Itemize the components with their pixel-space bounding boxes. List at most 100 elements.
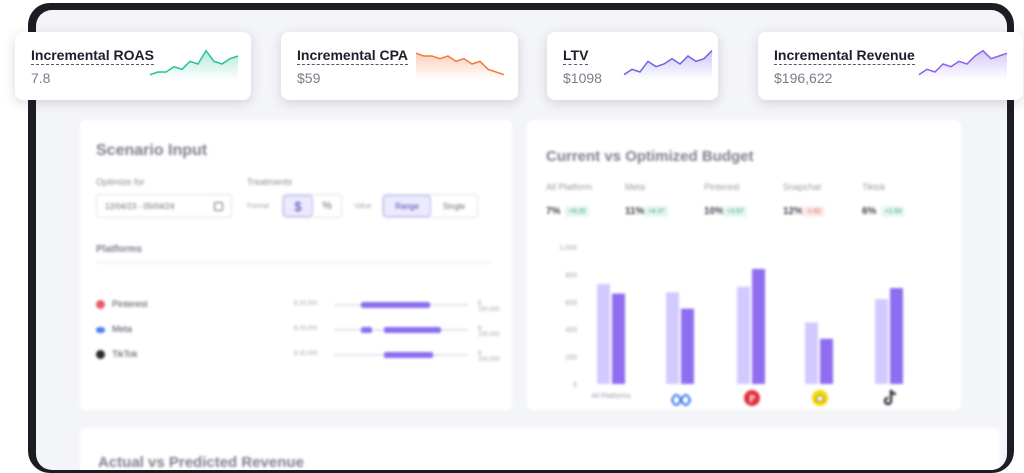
sparkline-line	[149, 49, 239, 76]
stat-value: 11%	[625, 206, 645, 217]
platform-min: $ 25,000	[294, 301, 318, 307]
stat-value: 10%	[704, 206, 725, 217]
value-single-option[interactable]: Single	[442, 201, 466, 211]
pinterest-icon	[96, 300, 105, 309]
bar-tiktok-current[interactable]	[875, 299, 888, 384]
sparkline-area	[624, 50, 712, 80]
platform-max: $ 150,000	[478, 351, 500, 363]
kpi-card-ltv[interactable]: LTV $1098	[547, 32, 718, 100]
x-category-label: All Platforms	[591, 393, 631, 400]
sparkline-area	[919, 50, 1007, 80]
stat-label: Meta	[625, 182, 646, 192]
sparkline-area	[150, 50, 238, 80]
y-tick-label: 800	[565, 272, 577, 279]
sparkline-line	[623, 50, 713, 76]
kpi-label: Incremental CPA	[297, 47, 408, 65]
platform-row-pinterest: Pinterest $ 25,000 $ 150,000	[96, 298, 500, 313]
sparkline-area	[416, 53, 504, 80]
slider-fill[interactable]	[360, 302, 431, 308]
budget-panel: Current vs Optimized Budget All Platform…	[527, 120, 961, 410]
stat-value: 7%	[546, 206, 561, 217]
cpa-sparkline	[415, 52, 505, 80]
bar-all-platforms-current[interactable]	[597, 283, 610, 384]
stat-delta-badge: +4.37	[644, 206, 669, 217]
date-range-value: 12/04/23 - 05/04/24	[105, 202, 175, 211]
kpi-value: $1098	[563, 70, 602, 86]
budget-range-slider[interactable]	[334, 352, 468, 358]
ltv-sparkline	[623, 50, 713, 80]
bar-pinterest-optimized[interactable]	[752, 268, 765, 384]
revenue-panel-title: Actual vs Predicted Revenue	[98, 454, 304, 470]
format-label: Format	[247, 203, 270, 210]
format-toggle[interactable]: $ %	[282, 194, 342, 218]
sparkline-line	[415, 52, 505, 76]
platform-max: $ 150,000	[478, 326, 500, 338]
platform-name: TikTok	[112, 349, 138, 359]
slider-fill[interactable]	[383, 327, 442, 333]
y-tick-label: 1,000	[559, 245, 577, 252]
stat-label: All Platform	[546, 182, 593, 192]
treatments-label: Treatments	[247, 177, 293, 187]
bar-snapchat-optimized[interactable]	[820, 338, 833, 384]
stat-delta-badge: +2.93	[881, 206, 906, 217]
stat-delta-badge: -1.62	[802, 206, 825, 217]
platform-row-tiktok: TikTok $ 25,000 $ 150,000	[96, 348, 500, 363]
format-percent-option[interactable]: %	[322, 200, 332, 212]
kpi-label: LTV	[563, 47, 589, 65]
calendar-icon[interactable]	[214, 202, 223, 211]
date-range-input[interactable]: 12/04/23 - 05/04/24	[96, 194, 232, 218]
y-tick-label: 400	[565, 327, 577, 334]
bar-meta-current[interactable]	[666, 292, 679, 384]
slider-fill[interactable]	[360, 327, 372, 333]
stat-delta-badge: +9.25	[565, 206, 590, 217]
y-tick-label: 600	[565, 300, 577, 307]
bar-tiktok-optimized[interactable]	[890, 288, 903, 384]
platforms-divider	[96, 262, 492, 263]
format-dollar-option[interactable]: $	[283, 195, 313, 217]
platform-min: $ 25,000	[294, 351, 318, 357]
scenario-input-panel: Scenario Input Optimize for 12/04/23 - 0…	[80, 120, 512, 410]
platform-name: Pinterest	[112, 299, 148, 309]
stat-label: Snapchat	[783, 182, 822, 192]
meta-icon	[96, 327, 105, 333]
tiktok-icon	[96, 350, 105, 359]
kpi-value: 7.8	[31, 70, 51, 86]
budget-bar-chart: 1,000 800 600 400 200 0 All Platforms P	[559, 245, 903, 406]
stat-value: 6%	[862, 206, 877, 217]
meta-icon	[670, 394, 692, 406]
kpi-label: Incremental ROAS	[31, 47, 154, 65]
kpi-label: Incremental Revenue	[774, 47, 915, 65]
stat-label: Tiktok	[862, 182, 886, 192]
bar-all-platforms-optimized[interactable]	[612, 293, 625, 384]
optimize-for-label: Optimize for	[96, 177, 145, 187]
bar-snapchat-current[interactable]	[805, 322, 818, 384]
roas-sparkline	[149, 49, 239, 80]
kpi-card-roas[interactable]: Incremental ROAS 7.8	[15, 32, 251, 100]
platform-min: $ 25,000	[294, 326, 318, 332]
value-range-option[interactable]: Range	[383, 195, 431, 217]
budget-range-slider[interactable]	[334, 327, 468, 333]
kpi-card-revenue[interactable]: Incremental Revenue $196,622	[758, 32, 1023, 100]
pinterest-icon: P	[744, 390, 760, 406]
value-toggle[interactable]: Range Single	[382, 194, 478, 218]
revenue-panel: Actual vs Predicted Revenue	[80, 428, 1000, 470]
bar-meta-optimized[interactable]	[681, 308, 694, 384]
platform-name: Meta	[112, 324, 133, 334]
tiktok-icon	[883, 389, 897, 406]
platform-max: $ 150,000	[478, 301, 500, 313]
platform-row-meta: Meta $ 25,000 $ 150,000	[96, 323, 500, 338]
bar-pinterest-current[interactable]	[737, 286, 750, 384]
kpi-card-cpa[interactable]: Incremental CPA $59	[281, 32, 518, 100]
scenario-title: Scenario Input	[96, 142, 208, 159]
y-tick-label: 0	[573, 382, 577, 389]
kpi-value: $196,622	[774, 70, 833, 86]
value-label: Value	[354, 203, 372, 210]
budget-range-slider[interactable]	[334, 302, 468, 308]
platforms-title: Platforms	[96, 244, 143, 255]
slider-fill[interactable]	[383, 352, 434, 358]
sparkline-line	[918, 49, 1008, 76]
svg-text:P: P	[749, 394, 755, 405]
budget-title: Current vs Optimized Budget	[546, 148, 754, 165]
stat-label: Pinterest	[704, 182, 740, 192]
kpi-value: $59	[297, 70, 321, 86]
